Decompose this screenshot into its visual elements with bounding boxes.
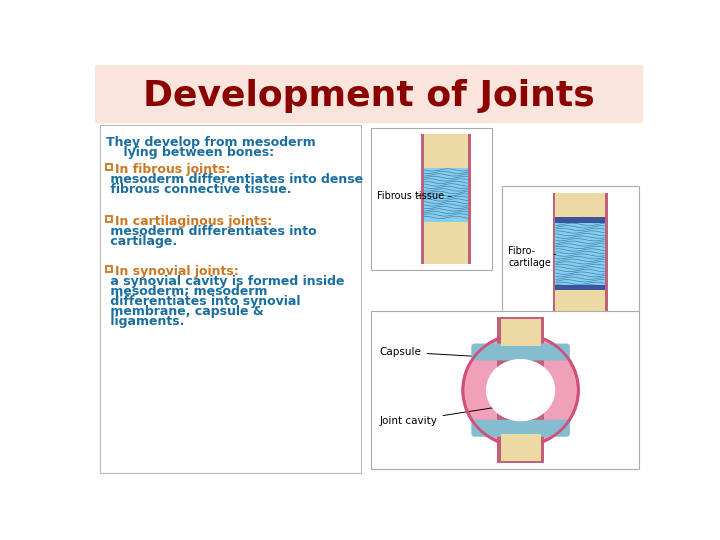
Bar	[555, 291, 606, 321]
Bar	[555, 193, 606, 217]
Text: lying between bones:: lying between bones:	[106, 146, 274, 159]
Text: differentiates into synovial: differentiates into synovial	[106, 295, 300, 308]
Bar	[99, 125, 361, 473]
Text: Fibrous tissue –: Fibrous tissue –	[377, 192, 452, 201]
Bar	[500, 434, 541, 461]
Bar	[500, 434, 541, 461]
Bar	[106, 164, 112, 170]
Bar	[423, 134, 468, 168]
Bar	[555, 217, 606, 222]
Text: In synovial joints:: In synovial joints:	[115, 265, 238, 278]
Text: cartilage.: cartilage.	[106, 235, 177, 248]
Bar	[555, 217, 606, 291]
FancyBboxPatch shape	[472, 420, 570, 437]
Text: Development of Joints: Development of Joints	[143, 79, 595, 113]
Text: In cartilaginous joints:: In cartilaginous joints:	[115, 215, 272, 228]
Bar	[106, 266, 112, 272]
Text: fibrous connective tissue.: fibrous connective tissue.	[106, 184, 291, 197]
Text: mesoderm; mesoderm: mesoderm; mesoderm	[106, 285, 267, 298]
Text: Fibro-
cartilage: Fibro- cartilage	[508, 246, 556, 268]
Text: membrane, capsule &: membrane, capsule &	[106, 305, 264, 318]
Bar	[553, 193, 608, 321]
Ellipse shape	[486, 359, 555, 421]
Text: a synovial cavity is formed inside: a synovial cavity is formed inside	[106, 275, 344, 288]
Bar	[371, 311, 639, 469]
Bar	[371, 128, 492, 271]
FancyBboxPatch shape	[472, 343, 570, 361]
Bar	[423, 168, 468, 222]
Bar	[555, 285, 606, 291]
Bar	[106, 215, 112, 222]
FancyBboxPatch shape	[95, 65, 643, 123]
Bar	[500, 319, 541, 346]
Text: Capsule: Capsule	[379, 347, 478, 357]
Bar	[500, 319, 541, 346]
Bar	[423, 222, 468, 264]
Text: mesoderm differentiates into dense: mesoderm differentiates into dense	[106, 173, 363, 186]
Text: ligaments.: ligaments.	[106, 315, 184, 328]
Text: They develop from mesoderm: They develop from mesoderm	[106, 136, 315, 148]
Bar	[503, 186, 639, 327]
Ellipse shape	[463, 334, 578, 446]
Text: In fibrous joints:: In fibrous joints:	[115, 164, 230, 177]
Bar	[498, 318, 544, 463]
Text: Joint cavity: Joint cavity	[379, 408, 495, 426]
Bar	[421, 134, 471, 264]
Text: mesoderm differentiates into: mesoderm differentiates into	[106, 225, 316, 238]
